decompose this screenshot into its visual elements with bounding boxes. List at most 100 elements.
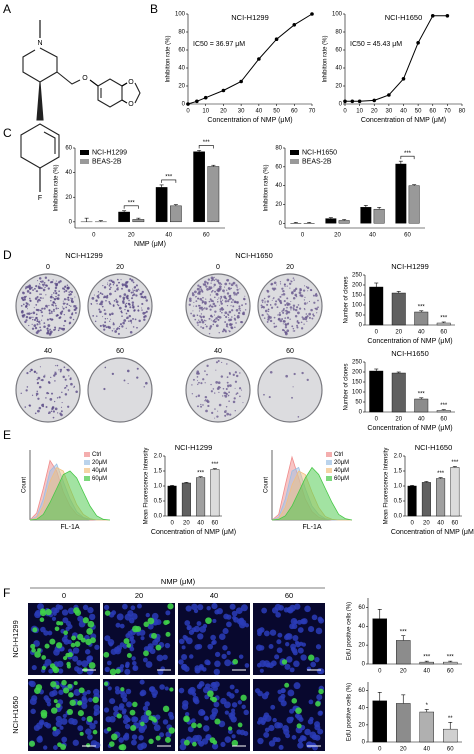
legend-label: 20μM (334, 460, 349, 466)
colony (223, 391, 227, 395)
edu-nucleus (308, 654, 315, 661)
colony (284, 323, 287, 326)
colony (201, 302, 204, 304)
colony (270, 306, 274, 309)
x-tick-label: 50 (415, 109, 422, 115)
x-tick-label: 0 (92, 233, 96, 239)
nucleus (51, 616, 57, 621)
colony (306, 316, 308, 318)
colony (40, 309, 42, 312)
colony (217, 410, 219, 412)
nucleus (33, 724, 41, 732)
nucleus (60, 717, 68, 725)
x-tick-label: 70 (309, 109, 316, 115)
edu-nucleus (49, 638, 56, 645)
colony (228, 287, 230, 289)
nucleus (311, 734, 318, 741)
colony (39, 326, 42, 329)
colony (236, 288, 239, 291)
colony (58, 369, 60, 371)
nucleus (58, 668, 64, 674)
edu-nucleus (165, 631, 171, 637)
nucleus (116, 613, 124, 621)
colony (68, 304, 70, 307)
dose-label: 60 (286, 348, 294, 355)
colony (96, 303, 98, 305)
colony (267, 310, 270, 313)
culture-dish (257, 357, 323, 423)
colony (215, 380, 219, 384)
cell-line-label: NCI-H1650 (235, 251, 273, 260)
colony (56, 397, 59, 399)
nucleus (304, 605, 311, 613)
colony (219, 308, 222, 311)
colony (261, 313, 264, 317)
colony (53, 305, 55, 307)
cell-line-label: NCI-H1299 (65, 251, 103, 260)
colony (141, 307, 143, 309)
colony (36, 317, 38, 319)
colony (110, 318, 112, 320)
nucleus (87, 734, 93, 740)
colony (195, 295, 197, 298)
edu-nucleus (232, 658, 239, 665)
y-tick-label: 0.0 (154, 514, 163, 520)
colony (286, 306, 288, 309)
colony (37, 409, 40, 413)
colony (212, 388, 215, 390)
colony (134, 286, 137, 288)
colony (202, 378, 205, 381)
bar (419, 711, 435, 743)
colony (134, 318, 137, 321)
colony (197, 284, 200, 287)
colony (33, 324, 37, 327)
colony (115, 284, 119, 287)
colony (220, 302, 223, 305)
nucleus (221, 653, 227, 660)
legend-label: NCI-H1299 (92, 149, 127, 156)
colony (289, 318, 291, 320)
colony (263, 393, 265, 396)
edu-nucleus (147, 617, 155, 625)
colony (304, 318, 306, 321)
colony (132, 317, 134, 320)
colony (236, 301, 239, 304)
colony (50, 376, 52, 379)
nucleus (132, 661, 137, 666)
y-tick-label: 60 (335, 48, 342, 54)
colony (201, 320, 205, 324)
nucleus (243, 709, 249, 716)
significance: *** (203, 140, 211, 146)
colony (70, 305, 72, 307)
colony (102, 284, 104, 287)
colony (99, 324, 102, 327)
colony (230, 283, 234, 287)
colony (137, 288, 139, 290)
colony (126, 309, 129, 312)
colony (33, 307, 35, 309)
nucleus (200, 710, 206, 716)
colony (56, 282, 59, 285)
colony (205, 409, 208, 413)
colony (215, 292, 219, 296)
colony (38, 277, 42, 280)
edu-nucleus (132, 701, 138, 708)
colony (123, 293, 127, 296)
nucleus (318, 617, 325, 624)
significance: *** (440, 403, 448, 409)
colony (303, 299, 306, 301)
colony (39, 366, 41, 368)
edu-nucleus (40, 608, 46, 614)
colony (215, 369, 217, 371)
colony (115, 328, 119, 331)
colony (49, 295, 53, 299)
y-tick-label: 0.5 (394, 499, 403, 505)
edu-nucleus (211, 696, 218, 703)
colony (101, 293, 104, 296)
colony (227, 326, 229, 328)
significance-bracket (198, 145, 214, 149)
colony (197, 324, 199, 326)
x-tick-label: 20 (400, 747, 407, 753)
colony (202, 283, 205, 285)
